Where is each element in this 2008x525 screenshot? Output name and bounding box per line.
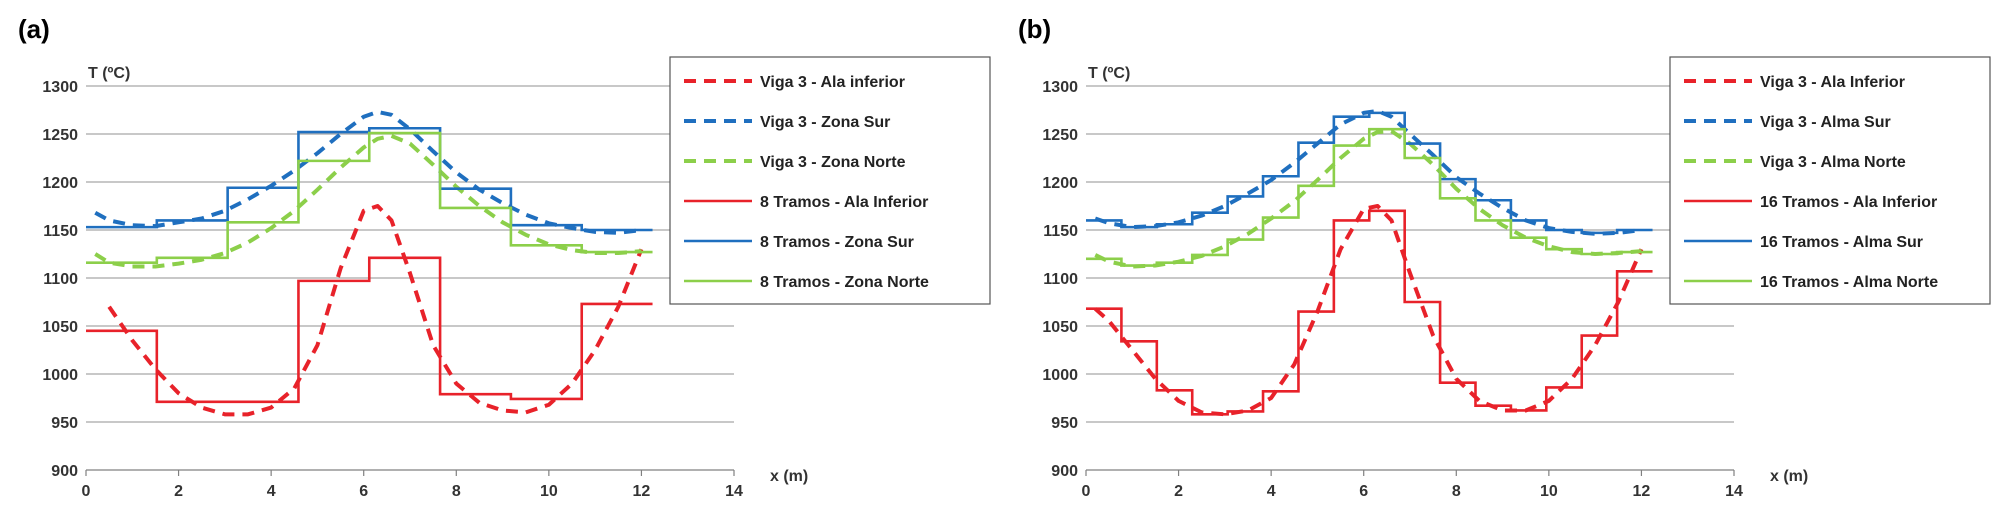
legend-label: Viga 3 - Alma Sur (1760, 114, 1891, 131)
x-tick-label: 4 (1267, 483, 1276, 500)
x-tick-label: 6 (1359, 483, 1368, 500)
y-tick-label: 1000 (1042, 367, 1078, 384)
legend (669, 56, 991, 305)
legend-label: 16 Tramos - Alma Sur (1760, 234, 1923, 251)
y-tick-label: 1250 (42, 127, 78, 144)
x-tick-label: 12 (633, 483, 651, 500)
x-tick-label: 8 (1452, 483, 1461, 500)
x-tick-label: 0 (82, 483, 91, 500)
legend-label: Viga 3 - Zona Norte (760, 154, 906, 171)
y-tick-label: 1200 (1042, 175, 1078, 192)
x-tick-label: 0 (1082, 483, 1091, 500)
series-line (107, 204, 644, 417)
y-tick-label: 1050 (1042, 319, 1078, 336)
x-tick-label: 14 (1725, 483, 1743, 500)
y-tick-label: 900 (1051, 463, 1078, 480)
x-tick-label: 10 (540, 483, 558, 500)
series-line (94, 133, 642, 269)
chart-panel-a: (a) 900 950 1000 1050 1100 1150 1200 1250 1300 0 2… (0, 0, 1000, 525)
chart-b: 900 950 1000 1050 1100 1150 1200 1250 1300 0 2 4 6 8 1… (1042, 56, 1991, 500)
panel-label: (a) (18, 14, 50, 44)
series-line (86, 126, 653, 232)
x-tick-label: 6 (359, 483, 368, 500)
chart-panel-b: (b) 900 950 1000 1050 1100 1150 1200 1250 1300 0 2… (1000, 0, 2000, 525)
series-line (1093, 204, 1644, 417)
legend-label: 8 Tramos - Zona Sur (760, 234, 914, 251)
y-tick-label: 1150 (1043, 223, 1078, 240)
legend (1669, 56, 1991, 305)
y-axis-title: T (ºC) (1088, 65, 1130, 82)
chart-a: 900 950 1000 1050 1100 1150 1200 1250 1300 0 2 4 6 8 1… (42, 56, 991, 500)
y-tick-label: 1150 (43, 223, 78, 240)
x-tick-label: 12 (1633, 483, 1651, 500)
panel-label: (b) (1018, 14, 1052, 44)
legend-label: Viga 3 - Alma Norte (1760, 154, 1906, 171)
series-line (1086, 111, 1653, 235)
y-tick-label: 1000 (42, 367, 78, 384)
y-tick-label: 950 (1051, 415, 1078, 432)
x-axis-title: x (m) (770, 468, 808, 485)
x-tick-label: 4 (267, 483, 276, 500)
legend-label: Viga 3 - Ala Inferior (1760, 74, 1905, 91)
legend-label: Viga 3 - Ala inferior (760, 74, 905, 91)
legend-label: 8 Tramos - Zona Norte (760, 274, 929, 291)
series-line (1094, 129, 1642, 269)
y-axis-title: T (ºC) (88, 65, 130, 82)
x-tick-label: 14 (725, 483, 743, 500)
legend-label: Viga 3 - Zona Sur (760, 114, 890, 131)
y-tick-label: 1100 (1043, 271, 1078, 288)
x-tick-label: 2 (174, 483, 183, 500)
x-tick-label: 10 (1540, 483, 1558, 500)
x-axis-title: x (m) (1770, 468, 1808, 485)
y-tick-label: 1050 (42, 319, 78, 336)
series-line (86, 256, 653, 404)
legend-label: 16 Tramos - Ala Inferior (1760, 194, 1937, 211)
y-tick-label: 1200 (42, 175, 78, 192)
series-line (1086, 127, 1653, 267)
y-tick-label: 950 (51, 415, 78, 432)
x-tick-label: 2 (1174, 483, 1183, 500)
y-tick-label: 1100 (43, 271, 78, 288)
series-line (86, 131, 653, 264)
series-line (1086, 209, 1653, 416)
legend-label: 8 Tramos - Ala Inferior (760, 194, 928, 211)
y-tick-label: 1300 (42, 79, 78, 96)
y-tick-label: 1300 (1042, 79, 1078, 96)
y-tick-label: 900 (51, 463, 78, 480)
legend-label: 16 Tramos - Alma Norte (1760, 274, 1938, 291)
x-tick-label: 8 (452, 483, 461, 500)
y-tick-label: 1250 (1042, 127, 1078, 144)
